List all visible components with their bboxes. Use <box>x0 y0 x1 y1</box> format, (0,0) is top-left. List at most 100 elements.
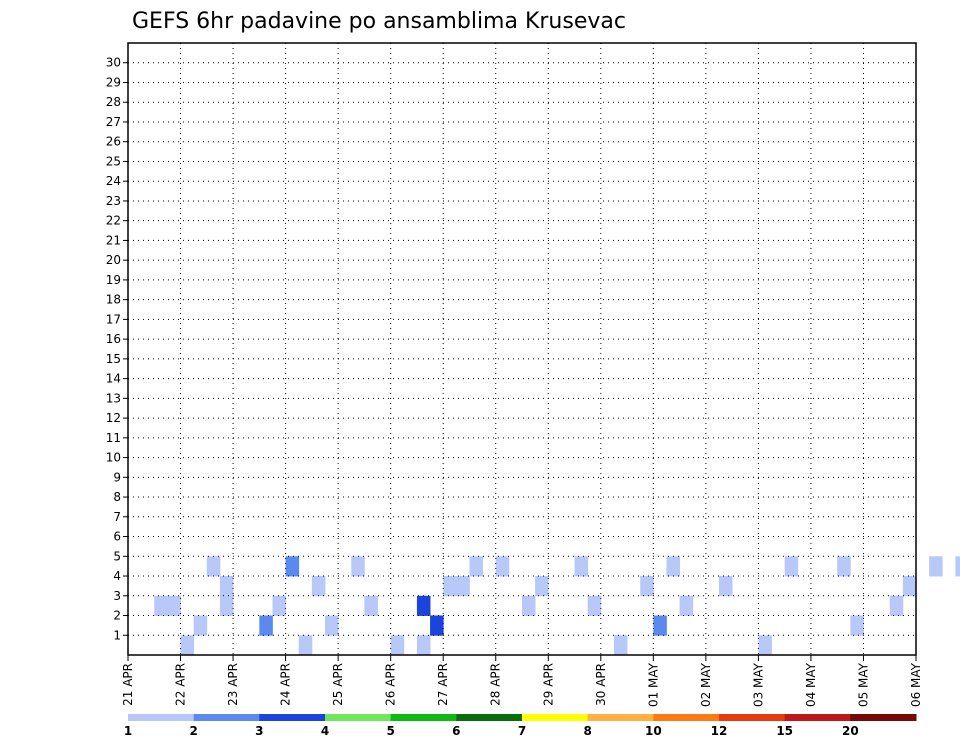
heatmap-cell <box>522 595 536 616</box>
y-tick-label: 9 <box>113 470 121 484</box>
colorbar-label: 10 <box>645 724 662 738</box>
heatmap-cell <box>613 635 628 656</box>
heatmap-cell <box>784 556 799 577</box>
y-tick-label: 5 <box>113 549 121 563</box>
y-tick-label: 25 <box>106 154 121 168</box>
y-tick-label: 17 <box>106 312 121 326</box>
heatmap-cell <box>219 595 234 616</box>
colorbar-swatch <box>522 714 589 721</box>
colorbar-swatch <box>193 714 260 721</box>
heatmap-cell <box>574 556 589 577</box>
colorbar-swatch <box>587 714 654 721</box>
heatmap-cell <box>679 595 694 616</box>
x-tick-label: 02 MAY <box>699 662 713 707</box>
colorbar-swatch <box>456 714 523 721</box>
x-tick-label: 29 APR <box>541 663 555 706</box>
y-tick-label: 21 <box>106 233 121 247</box>
colorbar-label: 5 <box>386 724 394 738</box>
heatmap-cell <box>902 576 917 597</box>
heatmap-cell <box>837 556 851 577</box>
y-tick-label: 26 <box>106 135 121 149</box>
y-tick-label: 19 <box>106 273 121 287</box>
colorbar-swatch <box>259 714 326 721</box>
x-tick-label: 06 MAY <box>909 662 923 707</box>
heatmap-cell <box>640 576 654 597</box>
y-tick-label: 16 <box>106 332 121 346</box>
heatmap-cell <box>325 615 339 636</box>
y-tick-label: 11 <box>106 431 121 445</box>
y-tick-label: 15 <box>106 352 121 366</box>
heatmap-cell <box>285 556 300 577</box>
colorbar-label: 20 <box>842 724 859 738</box>
x-tick-label: 27 APR <box>436 663 450 706</box>
y-tick-label: 6 <box>113 530 121 544</box>
x-tick-label: 03 MAY <box>751 662 765 707</box>
y-tick-label: 3 <box>113 589 121 603</box>
y-tick-label: 29 <box>106 75 121 89</box>
heatmap-cell <box>758 635 772 656</box>
y-tick-label: 4 <box>113 569 121 583</box>
heatmap-cell <box>929 556 943 577</box>
heatmap-cell <box>719 576 733 597</box>
heatmap-cell <box>193 615 208 636</box>
y-tick-label: 20 <box>106 253 121 267</box>
y-tick-label: 1 <box>113 628 121 642</box>
colorbar-label: 6 <box>452 724 460 738</box>
y-tick-label: 2 <box>113 609 121 623</box>
heatmap-cell <box>154 595 168 616</box>
x-tick-label: 24 APR <box>279 663 293 706</box>
plot-frame <box>127 42 917 656</box>
x-tick-label: 05 MAY <box>856 662 870 707</box>
x-tick-label: 22 APR <box>174 663 188 706</box>
heatmap-cell <box>955 556 960 577</box>
x-tick-label: 28 APR <box>489 663 503 706</box>
colorbar-swatch <box>784 714 851 721</box>
heatmap-cell <box>456 576 470 597</box>
x-tick-label: 26 APR <box>384 663 398 706</box>
heatmap-cell <box>666 556 680 577</box>
heatmap-cell <box>311 576 326 597</box>
y-tick-label: 30 <box>106 56 121 70</box>
x-tick-label: 21 APR <box>121 663 135 706</box>
colorbar-label: 4 <box>321 724 329 738</box>
heatmap-cell <box>653 615 667 636</box>
x-axis-ticks: 21 APR 22 APR 23 APR 24 APR 25 APR 26 APR 27 A… <box>121 655 923 707</box>
dotted-grid <box>128 43 916 655</box>
heatmap-cell <box>587 595 602 616</box>
heatmap-cell <box>443 576 457 597</box>
y-tick-label: 18 <box>106 293 121 307</box>
colorbar-label: 1 <box>124 724 132 738</box>
heatmap-cell <box>206 556 221 577</box>
colorbar: 1 2 3 4 5 6 7 8 10 12 15 20 <box>124 714 917 738</box>
colorbar-label: 7 <box>518 724 526 738</box>
x-tick-label: 01 MAY <box>646 662 660 707</box>
y-tick-label: 8 <box>113 490 121 504</box>
colorbar-label: 8 <box>583 724 591 738</box>
y-tick-label: 13 <box>106 391 121 405</box>
y-tick-label: 22 <box>106 214 121 228</box>
heatmap-cell <box>351 556 365 577</box>
colorbar-label: 15 <box>776 724 793 738</box>
colorbar-swatch <box>128 714 195 721</box>
x-tick-label: 25 APR <box>331 663 345 706</box>
heatmap-cell <box>167 595 181 616</box>
heatmap-cell <box>889 595 904 616</box>
x-tick-label: 30 APR <box>594 663 608 706</box>
heatmap-cell <box>495 556 510 577</box>
heatmap-cell <box>364 595 378 616</box>
heatmap-cell <box>272 595 286 616</box>
y-axis-ticks: 1234567891011121314151617181920212223242… <box>106 56 128 642</box>
chart-title: GEFS 6hr padavine po ansamblima Krusevac <box>132 9 626 34</box>
colorbar-label: 3 <box>255 724 263 738</box>
y-tick-label: 23 <box>106 194 121 208</box>
x-tick-label: 23 APR <box>226 663 240 706</box>
heatmap-cell <box>469 556 483 577</box>
y-tick-label: 12 <box>106 411 121 425</box>
y-tick-label: 14 <box>106 372 121 386</box>
heatmap-cell <box>259 615 273 636</box>
colorbar-label: 12 <box>711 724 728 738</box>
heatmap-cell <box>850 615 864 636</box>
heatmap-cells <box>154 556 960 656</box>
heatmap-cell <box>430 615 444 636</box>
